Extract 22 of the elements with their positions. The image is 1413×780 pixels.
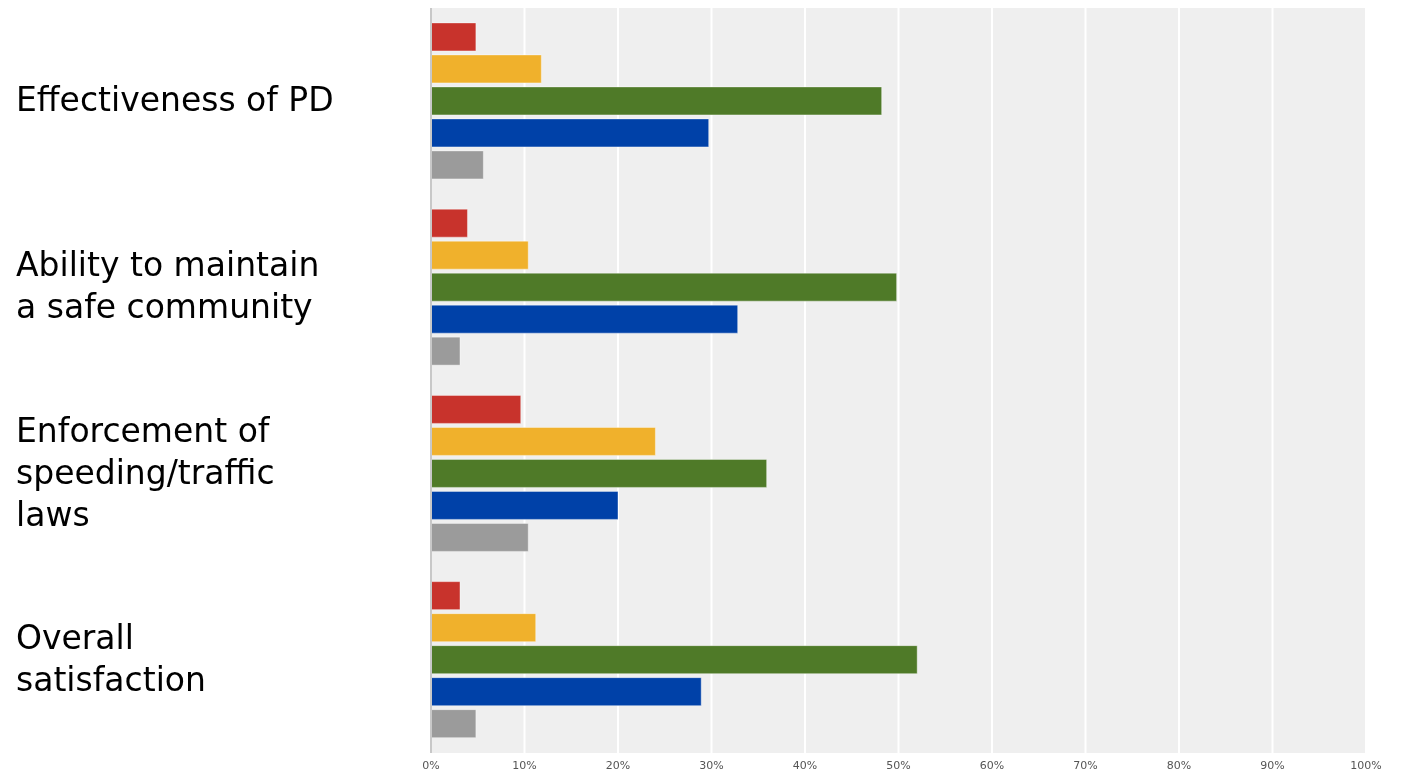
y-tick-label: Overall satisfaction [16, 617, 206, 699]
bar [431, 709, 477, 739]
x-tick-label: 60% [979, 758, 1005, 772]
x-tick-label: 0% [422, 758, 440, 772]
bar [431, 394, 522, 424]
x-tick-label: 70% [1073, 758, 1098, 772]
y-tick-label: Ability to maintain a safe community [16, 244, 320, 326]
bar [431, 208, 468, 238]
y-tick-label: Enforcement of speeding/traffic laws [16, 410, 275, 534]
bar [431, 150, 484, 180]
x-tick-label: 10% [512, 758, 537, 772]
bar [431, 336, 461, 366]
x-tick-label: 80% [1166, 758, 1192, 772]
bar [431, 581, 461, 611]
bar [431, 22, 477, 52]
x-tick-label: 30% [699, 758, 724, 772]
x-tick-label: 90% [1260, 758, 1285, 772]
x-tick-label: 100% [1350, 758, 1382, 772]
y-tick-label: Effectiveness of PD [16, 79, 334, 119]
x-tick-label: 20% [605, 758, 631, 772]
x-tick-label: 50% [886, 758, 911, 772]
x-tick-label: 40% [792, 758, 818, 772]
